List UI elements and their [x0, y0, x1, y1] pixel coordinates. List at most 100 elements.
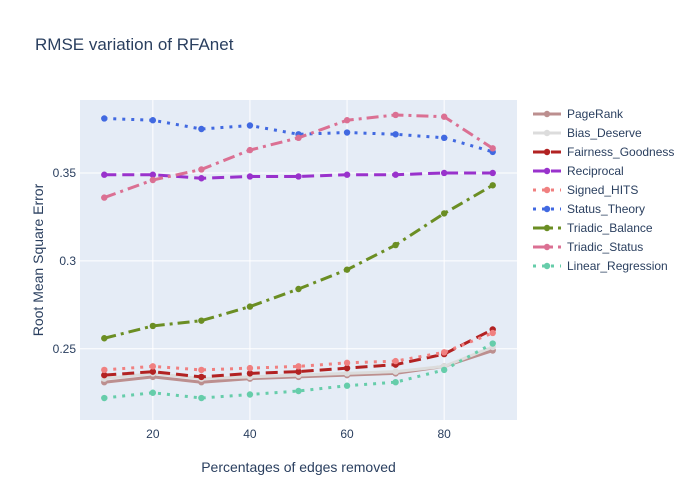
data-point-linear-regression — [246, 391, 254, 398]
data-point-triadic-balance — [392, 241, 399, 249]
data-point-status-theory — [440, 134, 448, 142]
legend-item-triadic-balance: Triadic_Balance — [533, 221, 653, 235]
x-tick-label: 80 — [437, 427, 451, 441]
series-fairness-goodness — [101, 326, 496, 381]
legend-marker — [543, 243, 551, 251]
data-point-status-theory — [392, 131, 399, 138]
data-point-status-theory — [246, 122, 254, 129]
data-point-reciprocal — [440, 169, 448, 177]
data-point-triadic-status — [295, 134, 302, 142]
data-point-triadic-status — [392, 111, 399, 119]
series-line-signed-hits — [104, 331, 494, 372]
data-point-reciprocal — [343, 171, 351, 178]
legend-label: Status_Theory — [567, 202, 645, 216]
data-point-reciprocal — [101, 171, 108, 178]
series-line-fairness-goodness — [104, 328, 494, 379]
x-tick-label: 20 — [146, 427, 160, 441]
y-tick-label: 0.25 — [53, 342, 77, 356]
legend-marker — [543, 167, 551, 175]
legend-item-reciprocal: Reciprocal — [533, 164, 624, 178]
legend-label: Bias_Deserve — [567, 126, 642, 140]
legend-marker — [543, 129, 551, 137]
legend-item-triadic-status: Triadic_Status — [533, 240, 643, 254]
y-tick-label: 0.35 — [53, 166, 77, 180]
legend-item-bias-deserve: Bias_Deserve — [533, 126, 642, 140]
legend-label: Fairness_Goodness — [567, 145, 674, 159]
data-point-signed-hits — [101, 366, 108, 374]
data-point-reciprocal — [392, 171, 399, 178]
data-point-triadic-status — [149, 176, 157, 184]
data-point-signed-hits — [149, 363, 157, 370]
legend-label: Signed_HITS — [567, 183, 638, 197]
data-point-triadic-status — [198, 166, 205, 173]
series-layer — [101, 111, 496, 402]
data-point-reciprocal — [295, 173, 302, 180]
legend-marker — [543, 148, 551, 156]
data-point-triadic-balance — [246, 303, 254, 310]
data-point-fairness-goodness — [343, 364, 351, 372]
data-point-triadic-balance — [343, 266, 351, 273]
series-signed-hits — [101, 329, 496, 374]
legend-item-status-theory: Status_Theory — [533, 202, 645, 216]
legend-item-linear-regression: Linear_Regression — [533, 259, 668, 273]
data-point-triadic-balance — [198, 317, 205, 324]
data-point-linear-regression — [101, 394, 108, 402]
data-point-bias-deserve — [392, 368, 399, 375]
data-point-reciprocal — [489, 169, 496, 177]
data-point-bias-deserve — [343, 370, 351, 377]
data-point-signed-hits — [440, 349, 448, 356]
y-tick-label: 0.3 — [59, 254, 76, 268]
data-point-linear-regression — [440, 366, 448, 374]
axis-ticks: 20 40 60 80 0.25 0.3 0.35 — [53, 166, 452, 441]
data-point-signed-hits — [489, 329, 496, 337]
x-axis-label: Percentages of edges removed — [201, 459, 396, 475]
data-point-reciprocal — [198, 175, 205, 182]
series-line-status-theory — [104, 116, 494, 154]
data-point-fairness-goodness — [246, 370, 254, 377]
data-point-linear-regression — [198, 394, 205, 402]
x-tick-label: 60 — [340, 427, 354, 441]
legend-item-pagerank: PageRank — [533, 107, 624, 121]
data-point-triadic-balance — [295, 285, 302, 293]
data-point-triadic-balance — [440, 210, 448, 217]
legend-marker — [543, 110, 551, 118]
data-point-linear-regression — [489, 340, 496, 347]
legend-label: Triadic_Status — [567, 240, 643, 254]
data-point-signed-hits — [198, 366, 205, 374]
data-point-fairness-goodness — [198, 373, 205, 381]
data-point-linear-regression — [149, 389, 157, 396]
data-point-fairness-goodness — [149, 368, 157, 375]
legend-marker — [543, 186, 551, 194]
series-triadic-balance — [101, 182, 496, 342]
data-point-signed-hits — [392, 357, 399, 365]
data-point-signed-hits — [295, 363, 302, 370]
legend-marker — [543, 224, 551, 232]
data-point-reciprocal — [149, 171, 157, 178]
data-point-status-theory — [198, 125, 205, 133]
legend-label: Triadic_Balance — [567, 221, 653, 235]
data-point-triadic-status — [246, 146, 254, 154]
data-point-fairness-goodness — [295, 368, 302, 375]
series-line-linear-regression — [104, 342, 494, 400]
data-point-linear-regression — [343, 382, 351, 389]
y-axis-label: Root Mean Square Error — [30, 183, 46, 336]
data-point-status-theory — [101, 115, 108, 122]
data-point-linear-regression — [392, 378, 399, 386]
data-point-triadic-balance — [489, 182, 496, 189]
series-triadic-status — [101, 111, 496, 201]
data-point-triadic-balance — [101, 335, 108, 342]
data-point-triadic-status — [343, 117, 351, 124]
data-point-triadic-status — [440, 113, 448, 120]
legend-label: Linear_Regression — [567, 259, 668, 273]
data-point-linear-regression — [295, 387, 302, 395]
legend-item-fairness-goodness: Fairness_Goodness — [533, 145, 674, 159]
legend-label: PageRank — [567, 107, 624, 121]
data-point-triadic-status — [489, 145, 496, 152]
legend-item-signed-hits: Signed_HITS — [533, 183, 638, 197]
data-point-signed-hits — [246, 364, 254, 372]
data-point-triadic-balance — [149, 322, 157, 330]
legend-marker — [543, 262, 551, 270]
x-tick-label: 40 — [243, 427, 257, 441]
